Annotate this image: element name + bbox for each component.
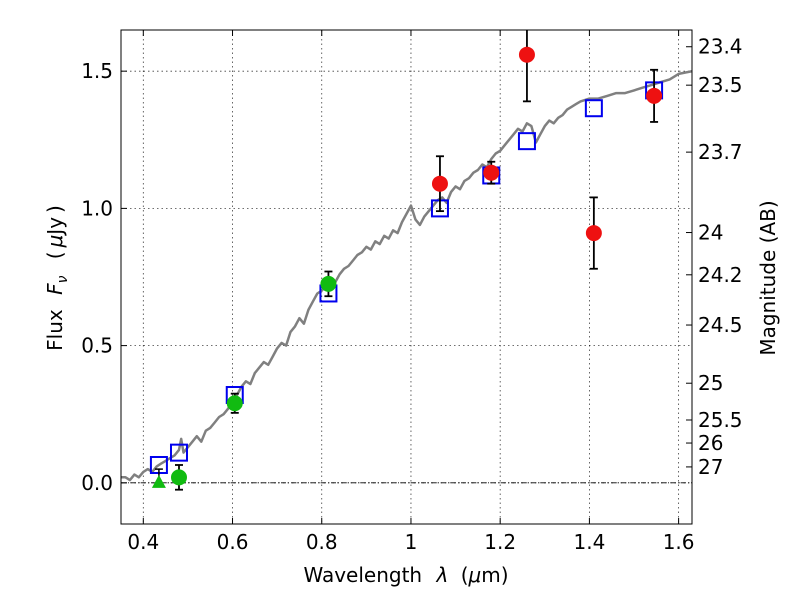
model-square-marker <box>169 443 188 462</box>
plot-data <box>121 30 692 491</box>
data-point <box>518 46 535 63</box>
model-square-marker <box>584 99 603 118</box>
x-axis-label: Wavelength λ (μm) <box>303 563 508 587</box>
y2-tick-label: 26 <box>698 431 723 455</box>
grid-layer <box>121 30 692 524</box>
y2-tick-label: 24.5 <box>698 313 743 337</box>
y-tick-label: 0.5 <box>81 334 113 358</box>
upper-limit-triangle <box>151 474 166 488</box>
x-tick-label: 0.8 <box>306 530 338 554</box>
y2-axis-label: Magnitude (AB) <box>756 200 780 355</box>
data-point <box>320 275 337 292</box>
x-tick-label: 0.4 <box>127 530 159 554</box>
y2-tick-label: 25.5 <box>698 408 743 432</box>
x-tick-label: 1.2 <box>484 530 516 554</box>
y2-tick-label: 23.7 <box>698 140 743 164</box>
series-layer <box>121 30 692 491</box>
plot-frame <box>120 29 693 525</box>
x-tick-label: 0.6 <box>217 530 249 554</box>
data-point <box>585 225 602 242</box>
y2-tick-label: 24.2 <box>698 263 743 287</box>
y-axis-label: Flux Fν (μJy) <box>43 205 72 351</box>
y2-tick-label: 27 <box>698 455 723 479</box>
x-tick-label: 1.4 <box>573 530 605 554</box>
tick-layer: 0.4 0.6 0.8 1 1.2 1.4 1.6 0.0 0.5 1.0 1.5 23.4 23.5 2… <box>81 30 743 554</box>
y2-tick-label: 25 <box>698 371 723 395</box>
y-tick-label: 1.5 <box>81 59 113 83</box>
y-tick-label: 1.0 <box>81 196 113 220</box>
x-tick-label: 1.6 <box>663 530 695 554</box>
y2-tick-label: 24 <box>698 221 723 245</box>
data-point <box>646 87 663 104</box>
x-tick-label: 1 <box>405 530 418 554</box>
data-point <box>431 175 448 192</box>
y-tick-label: 0.0 <box>81 471 113 495</box>
y2-tick-label: 23.5 <box>698 73 743 97</box>
spectrum-line <box>121 69 692 482</box>
data-point <box>483 164 500 181</box>
data-point <box>170 469 187 486</box>
y2-tick-label: 23.4 <box>698 35 743 59</box>
data-point <box>226 395 243 412</box>
model-square-marker <box>517 132 536 151</box>
